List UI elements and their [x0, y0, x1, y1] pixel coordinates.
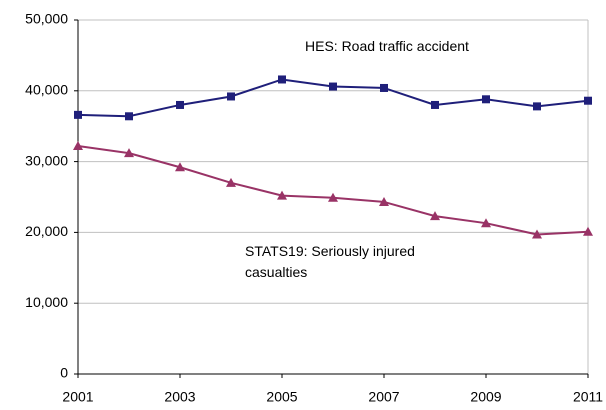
point-marker — [226, 177, 236, 187]
point-marker — [175, 162, 185, 172]
point-marker — [74, 110, 82, 119]
x-tick-label: 2003 — [164, 389, 195, 405]
y-tick-label: 30,000 — [25, 152, 68, 168]
y-tick-label: 10,000 — [25, 294, 68, 310]
point-marker — [329, 82, 337, 91]
x-tick-label: 2007 — [368, 389, 399, 405]
point-marker — [379, 196, 389, 206]
point-marker — [227, 92, 235, 101]
y-tick-label: 40,000 — [25, 82, 68, 98]
x-tick-label: 2005 — [266, 389, 297, 405]
point-marker — [73, 141, 83, 151]
point-marker — [125, 112, 133, 121]
point-marker — [277, 190, 287, 200]
x-tick-label: 2009 — [470, 389, 501, 405]
point-marker — [482, 95, 490, 104]
x-tick-label: 2011 — [573, 389, 603, 405]
point-marker — [176, 100, 184, 109]
series-annotation: STATS19: Seriously injured casualties — [245, 243, 415, 280]
point-marker — [328, 192, 338, 202]
point-marker — [380, 83, 388, 92]
y-tick-label: 50,000 — [25, 11, 68, 27]
point-marker — [584, 96, 592, 105]
y-tick-label: 20,000 — [25, 223, 68, 239]
point-marker — [532, 229, 542, 239]
point-marker — [481, 218, 491, 228]
point-marker — [430, 211, 440, 221]
series-annotation: HES: Road traffic accident — [305, 38, 469, 54]
point-marker — [278, 75, 286, 84]
point-marker — [124, 148, 134, 158]
point-marker — [583, 226, 593, 236]
point-marker — [431, 100, 439, 109]
series-line — [77, 145, 589, 236]
point-marker — [533, 102, 541, 111]
x-tick-label: 2001 — [62, 389, 93, 405]
y-tick-label: 0 — [60, 365, 68, 381]
